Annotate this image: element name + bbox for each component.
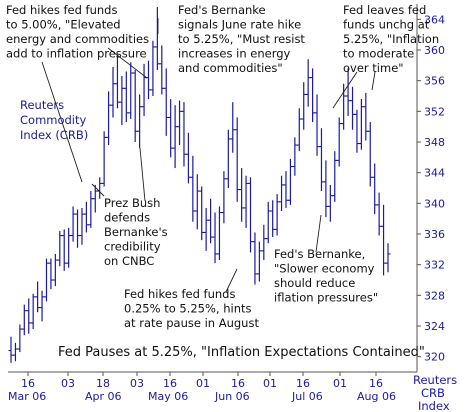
annotation-leader-line bbox=[332, 71, 358, 109]
annotation-text-line: Prez Bush bbox=[104, 196, 160, 210]
y-tick-label: 336 bbox=[424, 228, 445, 241]
month-label-aug: Aug 06 bbox=[357, 390, 396, 403]
corner-label-index: Index bbox=[418, 399, 450, 412]
annotation-text-line: on CNBC bbox=[104, 254, 154, 268]
annotation-text-line: to 5.25%, "Must resist bbox=[178, 32, 305, 46]
corner-label: Reuters CRB Index bbox=[413, 373, 457, 412]
x-tick-label: 16 bbox=[296, 377, 310, 390]
ohlc-bars bbox=[8, 7, 391, 363]
x-axis-ticks: 16 03 18 03 16 01 16 01 16 01 16 bbox=[21, 372, 383, 390]
annotation-text-line: "Slower economy bbox=[274, 262, 375, 276]
annotation-text-line: defends bbox=[104, 211, 150, 225]
month-label-mar: Mar 06 bbox=[8, 390, 46, 403]
x-tick-label: 01 bbox=[333, 377, 347, 390]
series-label: Reuters Commodity Index (CRB) bbox=[20, 98, 88, 142]
y-tick-label: 356 bbox=[424, 75, 445, 88]
annotation-text-line: Bernanke's bbox=[104, 225, 168, 239]
y-tick-label: 344 bbox=[424, 167, 445, 180]
y-tick-label: 328 bbox=[424, 289, 445, 302]
month-label-may: May 06 bbox=[148, 390, 188, 403]
x-tick-label: 16 bbox=[231, 377, 245, 390]
series-label-line-3: Index (CRB) bbox=[20, 128, 88, 142]
annotation-text-line: should reduce bbox=[274, 276, 355, 290]
annotation-text-line: 0.25% to 5.25%, hints bbox=[124, 302, 252, 316]
annotation-leader-line bbox=[91, 183, 105, 197]
annotation-text-line: iflation pressures" bbox=[274, 291, 378, 305]
annotation-bush: Prez BushdefendsBernanke'scredibilityon … bbox=[91, 147, 168, 268]
series-label-line-2: Commodity bbox=[20, 113, 87, 127]
annotation-text-line: to moderate bbox=[343, 47, 414, 61]
annotation-text-line: increases in energy bbox=[178, 47, 291, 61]
x-tick-label: 16 bbox=[369, 377, 383, 390]
month-label-jul: Jul 06 bbox=[291, 390, 323, 403]
annotation-text-line: Fed hikes fed funds bbox=[124, 287, 235, 301]
x-tick-label: 16 bbox=[163, 377, 177, 390]
y-tick-label: 360 bbox=[424, 44, 445, 57]
x-tick-label: 01 bbox=[196, 377, 210, 390]
x-tick-label: 18 bbox=[96, 377, 110, 390]
annotation-text-line: add to inflation pressure bbox=[6, 47, 147, 61]
month-label-apr: Apr 06 bbox=[85, 390, 122, 403]
annotation-leader-line bbox=[371, 71, 376, 91]
y-tick-label: 320 bbox=[424, 351, 445, 364]
annotation-text-line: credibility bbox=[104, 240, 161, 254]
x-tick-label: 03 bbox=[130, 377, 144, 390]
y-tick-label: 348 bbox=[424, 136, 445, 149]
y-tick-label: 364 bbox=[424, 13, 445, 26]
x-tick-label: 01 bbox=[263, 377, 277, 390]
month-label-jun: Jun 06 bbox=[214, 390, 250, 403]
annotation-text-line: Fed hikes fed funds bbox=[6, 3, 117, 17]
month-labels: Mar 06 Apr 06 May 06 Jun 06 Jul 06 Aug 0… bbox=[8, 390, 396, 403]
annotation-text-line: and commodities" bbox=[178, 61, 283, 75]
annotation-text-line: Fed's Bernanke bbox=[178, 3, 266, 17]
corner-label-crb: CRB bbox=[421, 386, 445, 400]
chart-footer-caption: Fed Pauses at 5.25%, "Inflation Expectat… bbox=[58, 345, 425, 360]
annotation-text-line: funds unchg at bbox=[343, 18, 430, 32]
y-tick-label: 332 bbox=[424, 259, 445, 272]
corner-label-reuters: Reuters bbox=[413, 373, 457, 387]
annotation-text-line: signals June rate hike bbox=[178, 18, 301, 32]
ohlc-bar bbox=[385, 243, 391, 273]
annotation-leader-line bbox=[107, 47, 148, 79]
annotation-text-line: energy and commodities bbox=[6, 32, 149, 46]
x-tick-label: 16 bbox=[21, 377, 35, 390]
annotation-text-line: to 5.00%, "Elevated bbox=[6, 18, 121, 32]
annotation-text-line: at rate pause in August bbox=[124, 316, 259, 330]
annotation-leader-line bbox=[139, 147, 146, 202]
y-tick-label: 324 bbox=[424, 320, 445, 333]
y-axis-ticks: 320 324 328 332 336 340 344 348 352 356 360 364 bbox=[417, 13, 445, 364]
annotation-text-line: Fed leaves fed bbox=[343, 3, 426, 17]
annotation-text-line: 5.25%, "Inflation bbox=[343, 32, 439, 46]
x-tick-label: 03 bbox=[61, 377, 75, 390]
annotation-text-line: over time" bbox=[343, 61, 404, 75]
y-tick-label: 352 bbox=[424, 105, 445, 118]
series-label-line-1: Reuters bbox=[20, 98, 64, 112]
annotation-text-line: Fed's Bernanke, bbox=[274, 247, 365, 261]
annotation-leader-line bbox=[315, 214, 322, 253]
annotation-leader-line bbox=[225, 268, 238, 293]
annotation-leader-line bbox=[41, 61, 83, 183]
y-tick-label: 340 bbox=[424, 197, 445, 210]
